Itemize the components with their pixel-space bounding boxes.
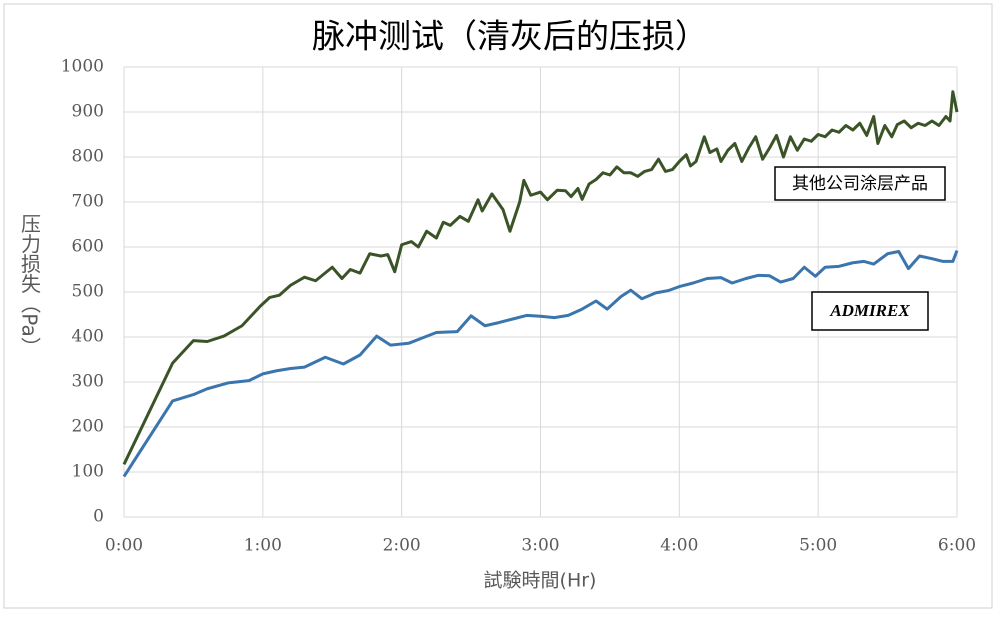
y-tick-label: 1000: [61, 57, 104, 77]
legend-label: ADMIREX: [829, 301, 910, 320]
x-tick-label: 5:00: [799, 536, 837, 556]
chart-title: 脉冲测试（清灰后的压损）: [312, 17, 708, 56]
x-tick-label: 1:00: [244, 536, 282, 556]
y-tick-label: 600: [72, 237, 104, 257]
x-tick-label: 0:00: [105, 536, 143, 556]
series-line: [122, 250, 959, 478]
legend-label: 其他公司涂层产品: [792, 174, 928, 194]
y-tick-label: 800: [72, 147, 104, 167]
y-tick-label: 700: [72, 192, 104, 212]
y-tick-label: 900: [72, 102, 104, 122]
x-axis-label: 試験時間(Hr): [484, 570, 597, 592]
y-tick-label: 100: [72, 462, 104, 482]
x-tick-label: 4:00: [660, 536, 698, 556]
x-tick-label: 6:00: [938, 536, 976, 556]
legend-box: [774, 166, 946, 201]
series-line: [122, 90, 959, 465]
y-axis-label: 压力损失（Pa）: [18, 213, 42, 356]
x-tick-label: 3:00: [521, 536, 559, 556]
y-tick-label: 0: [93, 507, 104, 527]
legend-box: [811, 291, 929, 331]
x-tick-label: 2:00: [383, 536, 421, 556]
y-tick-label: 200: [72, 417, 104, 437]
y-tick-label: 300: [72, 372, 104, 392]
y-tick-label: 500: [72, 282, 104, 302]
y-tick-label: 400: [72, 327, 104, 347]
